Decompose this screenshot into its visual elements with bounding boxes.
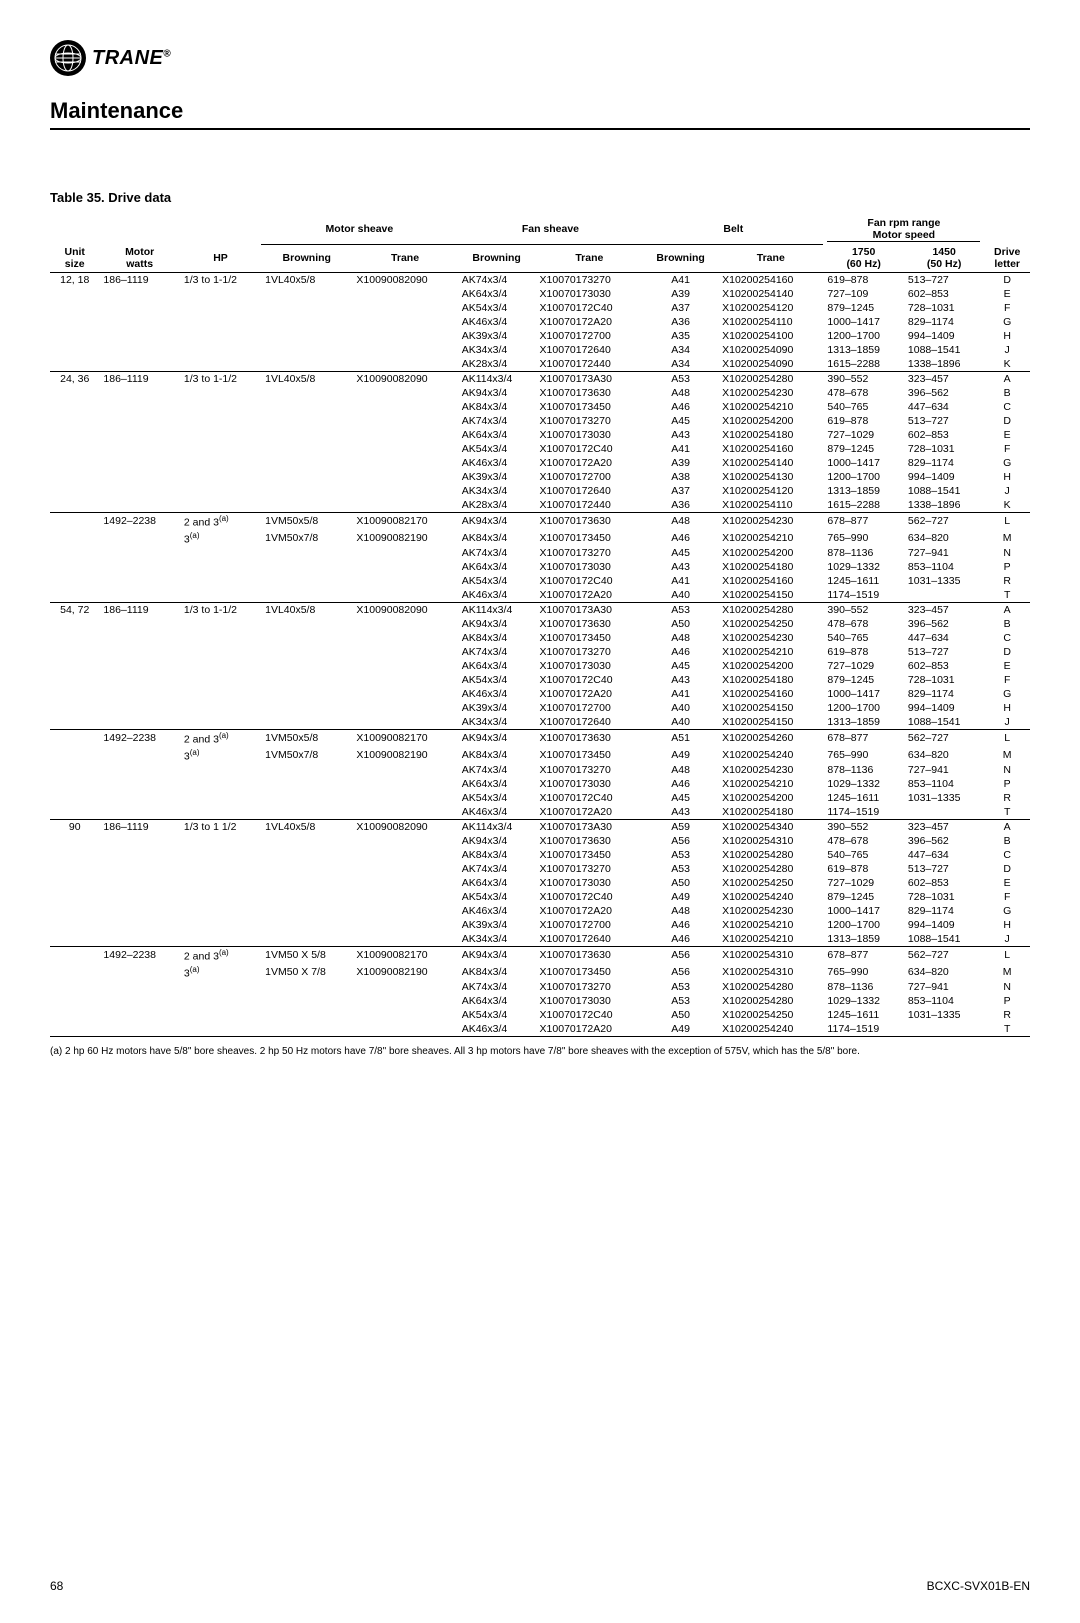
table-row: AK39x3/4X10070172700A40X102002541501200–…: [50, 701, 1030, 715]
table-row: AK74x3/4X10070173270A45X10200254200619–8…: [50, 414, 1030, 428]
col-1750: 1750(60 Hz): [823, 244, 903, 273]
globe-icon: [50, 40, 86, 76]
table-row: AK84x3/4X10070173450A53X10200254280540–7…: [50, 848, 1030, 862]
col-browning-motor: Browning: [261, 244, 352, 273]
table-row: 12, 18186–11191/3 to 1-1/21VL40x5/8X1009…: [50, 273, 1030, 288]
table-row: AK74x3/4X10070173270A53X10200254280878–1…: [50, 980, 1030, 994]
table-row: 3(a)1VM50x7/8X10090082190AK84x3/4X100701…: [50, 747, 1030, 764]
col-drive-letter: Driveletter: [984, 244, 1030, 273]
table-row: AK46x3/4X10070172A20A43X102002541801174–…: [50, 805, 1030, 820]
table-row: AK54x3/4X10070172C40A43X10200254180879–1…: [50, 673, 1030, 687]
col-motor-watts: Motorwatts: [99, 244, 179, 273]
col-browning-belt: Browning: [643, 244, 718, 273]
table-row: AK34x3/4X10070172640A46X102002542101313–…: [50, 932, 1030, 947]
col-trane-belt: Trane: [718, 244, 823, 273]
table-row: AK54x3/4X10070172C40A37X10200254120879–1…: [50, 301, 1030, 315]
table-row: AK74x3/4X10070173270A53X10200254280619–8…: [50, 862, 1030, 876]
table-row: AK46x3/4X10070172A20A36X102002541101000–…: [50, 315, 1030, 329]
table-row: 1492–22382 and 3(a)1VM50x5/8X10090082170…: [50, 730, 1030, 747]
table-row: AK46x3/4X10070172A20A40X102002541501174–…: [50, 588, 1030, 603]
page-number: 68: [50, 1579, 63, 1593]
brand-logo: TRANE®: [50, 40, 1030, 76]
col-group-fan-sheave: Fan sheave: [458, 215, 643, 244]
col-1450: 1450(50 Hz): [904, 244, 984, 273]
doc-id: BCXC-SVX01B-EN: [927, 1579, 1030, 1593]
table-row: AK28x3/4X10070172440A34X102002540901615–…: [50, 357, 1030, 372]
table-row: AK74x3/4X10070173270A45X10200254200878–1…: [50, 546, 1030, 560]
table-row: 54, 72186–11191/3 to 1-1/21VL40x5/8X1009…: [50, 603, 1030, 618]
table-row: AK54x3/4X10070172C40A45X102002542001245–…: [50, 791, 1030, 805]
table-row: AK84x3/4X10070173450A48X10200254230540–7…: [50, 631, 1030, 645]
col-unit-size: Unitsize: [50, 244, 99, 273]
col-browning-fan: Browning: [458, 244, 536, 273]
table-row: AK28x3/4X10070172440A36X102002541101615–…: [50, 498, 1030, 513]
table-row: AK39x3/4X10070172700A35X102002541001200–…: [50, 329, 1030, 343]
table-row: AK34x3/4X10070172640A37X102002541201313–…: [50, 484, 1030, 498]
table-row: AK64x3/4X10070173030A43X10200254180727–1…: [50, 428, 1030, 442]
table-row: AK46x3/4X10070172A20A49X102002542401174–…: [50, 1022, 1030, 1037]
table-row: AK34x3/4X10070172640A40X102002541501313–…: [50, 715, 1030, 730]
table-row: 3(a)1VM50x7/8X10090082190AK84x3/4X100701…: [50, 530, 1030, 547]
table-row: AK64x3/4X10070173030A43X102002541801029–…: [50, 560, 1030, 574]
drive-data-table: Motor sheave Fan sheave Belt Fan rpm ran…: [50, 215, 1030, 1037]
table-row: AK54x3/4X10070172C40A41X10200254160879–1…: [50, 442, 1030, 456]
table-row: AK64x3/4X10070173030A46X102002542101029–…: [50, 777, 1030, 791]
section-title: Maintenance: [50, 98, 1030, 130]
table-row: AK84x3/4X10070173450A46X10200254210540–7…: [50, 400, 1030, 414]
table-row: AK46x3/4X10070172A20A41X102002541601000–…: [50, 687, 1030, 701]
table-row: AK64x3/4X10070173030A45X10200254200727–1…: [50, 659, 1030, 673]
table-row: 90186–11191/3 to 1 1/21VL40x5/8X10090082…: [50, 820, 1030, 835]
table-row: AK74x3/4X10070173270A48X10200254230878–1…: [50, 763, 1030, 777]
col-group-fan-rpm: Fan rpm range: [867, 217, 940, 229]
table-row: AK64x3/4X10070173030A50X10200254250727–1…: [50, 876, 1030, 890]
brand-text: TRANE®: [92, 47, 171, 70]
table-row: AK74x3/4X10070173270A46X10200254210619–8…: [50, 645, 1030, 659]
table-row: AK54x3/4X10070172C40A49X10200254240879–1…: [50, 890, 1030, 904]
col-trane-motor: Trane: [352, 244, 457, 273]
table-row: AK46x3/4X10070172A20A48X102002542301000–…: [50, 904, 1030, 918]
table-row: AK64x3/4X10070173030A53X102002542801029–…: [50, 994, 1030, 1008]
table-row: 1492–22382 and 3(a)1VM50x5/8X10090082170…: [50, 513, 1030, 530]
col-group-belt: Belt: [643, 215, 823, 244]
table-row: 3(a)1VM50 X 7/8X10090082190AK84x3/4X1007…: [50, 964, 1030, 981]
table-row: AK64x3/4X10070173030A39X10200254140727–1…: [50, 287, 1030, 301]
table-caption: Table 35. Drive data: [50, 190, 1030, 205]
footnote: (a) 2 hp 60 Hz motors have 5/8" bore she…: [50, 1045, 1030, 1059]
col-group-motor-speed: Motor speed: [827, 229, 980, 242]
table-row: AK94x3/4X10070173630A56X10200254310478–6…: [50, 834, 1030, 848]
table-row: 1492–22382 and 3(a)1VM50 X 5/8X100900821…: [50, 947, 1030, 964]
table-row: AK39x3/4X10070172700A46X102002542101200–…: [50, 918, 1030, 932]
col-group-motor-sheave: Motor sheave: [261, 215, 458, 244]
table-row: AK46x3/4X10070172A20A39X102002541401000–…: [50, 456, 1030, 470]
table-row: AK34x3/4X10070172640A34X102002540901313–…: [50, 343, 1030, 357]
table-row: 24, 36186–11191/3 to 1-1/21VL40x5/8X1009…: [50, 372, 1030, 387]
col-trane-fan: Trane: [536, 244, 644, 273]
col-hp: HP: [180, 244, 261, 273]
table-row: AK39x3/4X10070172700A38X102002541301200–…: [50, 470, 1030, 484]
table-row: AK94x3/4X10070173630A50X10200254250478–6…: [50, 617, 1030, 631]
table-row: AK54x3/4X10070172C40A41X102002541601245–…: [50, 574, 1030, 588]
table-row: AK54x3/4X10070172C40A50X102002542501245–…: [50, 1008, 1030, 1022]
table-row: AK94x3/4X10070173630A48X10200254230478–6…: [50, 386, 1030, 400]
